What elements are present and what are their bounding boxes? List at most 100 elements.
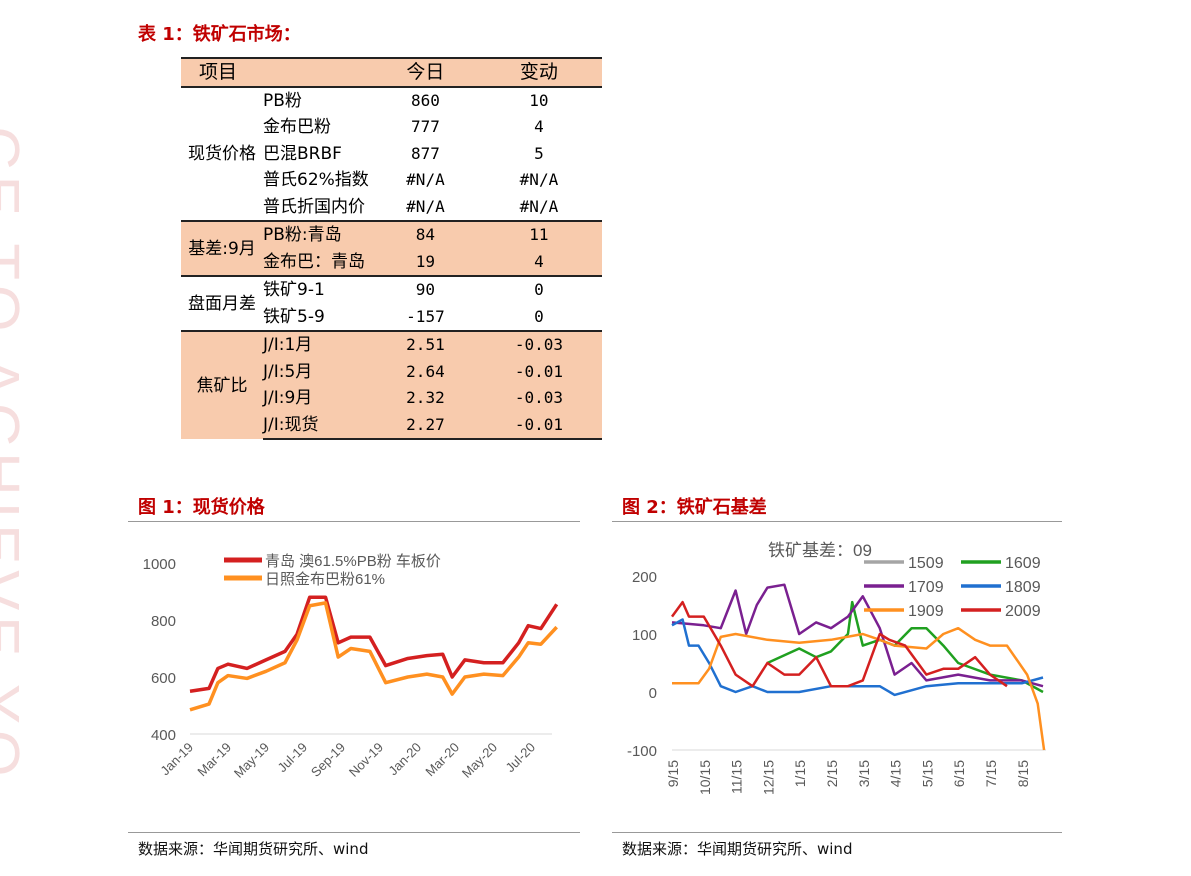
x-tick-label: Jul-19 xyxy=(274,740,310,776)
today-value: 2.51 xyxy=(375,330,476,359)
x-tick-label: 1/15 xyxy=(792,760,808,787)
x-tick-label: Jan-20 xyxy=(385,740,424,779)
x-tick-label: 7/15 xyxy=(983,760,999,787)
x-tick-label: May-20 xyxy=(459,740,500,781)
table-row: 普氏62%指数 #N/A #N/A xyxy=(181,167,602,194)
today-value: 877 xyxy=(410,143,440,163)
series-line-2009 xyxy=(670,600,1008,688)
table-row: 基差:9月 PB粉:青岛 84 11 xyxy=(181,220,602,276)
x-tick-label: 3/15 xyxy=(856,760,872,787)
x-tick-label: 5/15 xyxy=(919,760,935,787)
y-tick-label: 100 xyxy=(632,627,657,644)
x-tick-label: 11/15 xyxy=(729,760,745,794)
today-value: 2.27 xyxy=(375,411,476,440)
item-name: J/I:现货 xyxy=(263,411,375,440)
series-line-1909 xyxy=(672,626,1046,751)
x-tick-label: 6/15 xyxy=(951,760,967,787)
today-value: #N/A xyxy=(406,196,445,216)
fig1-title: 图 1：现货价格 xyxy=(138,497,265,518)
x-tick-label: 8/15 xyxy=(1015,760,1031,787)
change-value: #N/A xyxy=(519,196,559,216)
iron-ore-market-table: 项目 今日 变动 现货价格 PB粉 860 10 金布巴粉 777 4 巴混BRBF 877 5 普… xyxy=(181,57,602,440)
legend-label: 2009 xyxy=(1005,603,1041,620)
fig2-source: 数据来源：华闻期货研究所、wind xyxy=(622,840,853,858)
x-tick-label: May-19 xyxy=(231,740,272,781)
legend-label: 1509 xyxy=(908,555,944,572)
item-name: J/I:1月 xyxy=(263,330,375,359)
y-tick-label: 0 xyxy=(649,685,657,702)
x-tick-label: 2/15 xyxy=(824,760,840,787)
item-name: 金布巴：青岛 xyxy=(263,248,375,276)
today-value: 2.64 xyxy=(375,358,476,385)
header-item: 项目 xyxy=(181,57,375,88)
today-value: 2.32 xyxy=(375,385,476,412)
legend-label: 青岛 澳61.5%PB粉 车板价 xyxy=(265,552,441,570)
y-tick-label: 400 xyxy=(151,727,176,744)
today-value: 19 xyxy=(375,248,476,276)
item-name: 普氏62%指数 xyxy=(263,170,369,191)
legend-label: 1909 xyxy=(908,603,944,620)
item-name: J/I:9月 xyxy=(263,385,375,412)
table-row: 金布巴：青岛 19 4 xyxy=(181,248,602,276)
table-row: 现货价格 PB粉 860 10 xyxy=(181,87,602,164)
group-label: 基差:9月 xyxy=(181,220,263,276)
table-row: J/I:9月 2.32 -0.03 xyxy=(181,385,602,412)
x-tick-label: 9/15 xyxy=(665,760,681,787)
table-row: 巴混BRBF 877 5 xyxy=(181,141,602,168)
y-tick-label: -100 xyxy=(627,743,657,760)
today-value: 860 xyxy=(410,90,440,110)
table-row: 焦矿比 J/I:1月 2.51 -0.03 xyxy=(181,330,602,439)
table-row: 铁矿5-9 -157 0 xyxy=(181,304,602,332)
change-value: 10 xyxy=(529,90,549,110)
fig1-source: 数据来源：华闻期货研究所、wind xyxy=(138,840,369,858)
series-line-1709 xyxy=(671,583,1044,688)
table-row: 盘面月差 铁矿9-1 90 0 xyxy=(181,275,602,331)
y-tick-label: 200 xyxy=(632,569,657,586)
table-row: J/I:现货 2.27 -0.01 xyxy=(181,411,602,440)
change-value: 0 xyxy=(534,306,544,326)
legend-label: 1809 xyxy=(1005,579,1041,596)
change-value: 5 xyxy=(534,143,544,163)
change-value: -0.03 xyxy=(475,330,602,359)
x-tick-label: 12/15 xyxy=(760,760,776,795)
header-today: 今日 xyxy=(375,57,476,88)
change-value: -0.01 xyxy=(475,358,602,385)
item-name: 金布巴粉 xyxy=(263,117,331,138)
today-value: #N/A xyxy=(406,170,445,190)
change-value: 0 xyxy=(475,275,602,304)
divider xyxy=(128,832,580,833)
divider xyxy=(612,832,1062,833)
table-title: 表 1：铁矿石市场： xyxy=(138,24,301,45)
table-row: 金布巴粉 777 4 xyxy=(181,114,602,141)
item-name: 普氏折国内价 xyxy=(263,196,365,217)
group-label: 焦矿比 xyxy=(181,330,263,439)
table-row: 普氏折国内价 #N/A #N/A xyxy=(181,194,602,222)
item-name: 铁矿9-1 xyxy=(263,275,375,304)
change-value: 4 xyxy=(475,248,602,276)
y-tick-label: 800 xyxy=(151,613,176,630)
x-tick-label: 4/15 xyxy=(888,760,904,787)
legend-label: 1609 xyxy=(1005,555,1041,572)
series-line-1809 xyxy=(671,618,1044,697)
y-tick-label: 600 xyxy=(151,670,176,687)
series-line-0 xyxy=(189,595,559,693)
today-value: 90 xyxy=(375,275,476,304)
item-name: PB粉:青岛 xyxy=(263,220,375,249)
today-value: 84 xyxy=(375,220,476,249)
change-value: -0.03 xyxy=(475,385,602,412)
series-line-1 xyxy=(189,601,558,712)
item-name: 铁矿5-9 xyxy=(263,306,325,327)
header-change: 变动 xyxy=(475,57,602,88)
x-tick-label: Sep-19 xyxy=(308,740,348,780)
legend-label: 1709 xyxy=(908,579,944,596)
today-value: 777 xyxy=(410,117,440,137)
chart-title: 铁矿基差：09 xyxy=(768,541,872,560)
fig2-title: 图 2：铁矿石基差 xyxy=(622,497,767,518)
table-header: 项目 今日 变动 xyxy=(181,57,602,88)
item-name: 巴混BRBF xyxy=(263,143,342,164)
change-value: -0.01 xyxy=(475,411,602,440)
divider xyxy=(128,521,580,522)
item-name: PB粉 xyxy=(263,90,302,111)
